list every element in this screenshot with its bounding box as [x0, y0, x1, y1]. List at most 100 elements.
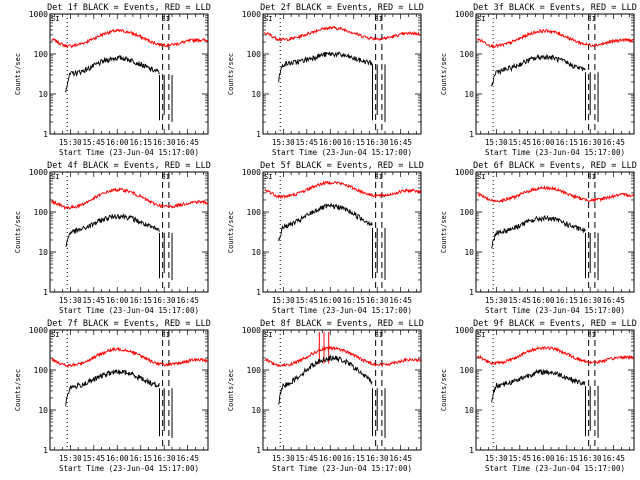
y-tick-label: 100	[460, 50, 475, 59]
lld-series-line	[477, 346, 635, 366]
si-marker-label: SI	[264, 15, 272, 23]
y-axis-label: Counts/sec	[227, 53, 235, 95]
x-tick-label: 16:30	[153, 138, 176, 147]
y-tick-label: 1	[469, 130, 474, 139]
panel-title: Det 2f BLACK = Events, RED = LLD	[260, 3, 424, 13]
x-tick-label: 15:45	[296, 454, 319, 463]
panel-title: Det 4f BLACK = Events, RED = LLD	[47, 161, 211, 171]
x-tick-label: 16:15	[555, 454, 578, 463]
y-tick-label: 1	[469, 446, 474, 455]
y-axis-label: Counts/sec	[440, 211, 448, 253]
plot-frame	[475, 171, 635, 293]
y-tick-label: 10	[251, 406, 261, 415]
lld-series-line	[51, 28, 208, 49]
x-tick-label: 16:45	[602, 454, 625, 463]
y-tick-label: 10	[464, 406, 474, 415]
y-tick-label: 1000	[29, 326, 48, 335]
x-tick-label: 16:15	[129, 138, 152, 147]
x-tick-label: 16:00	[532, 138, 555, 147]
si-marker-label: SI	[588, 331, 596, 339]
x-tick-label: 16:30	[579, 296, 602, 305]
x-tick-label: 16:00	[319, 296, 342, 305]
panel-title: Det 5f BLACK = Events, RED = LLD	[260, 161, 424, 171]
panel-title: Det 7f BLACK = Events, RED = LLD	[47, 319, 211, 329]
si-marker-label: SI	[375, 173, 383, 181]
si-marker-label: SI	[264, 331, 272, 339]
x-axis-label: Start Time (23-Jun-04 15:17:00)	[59, 148, 199, 157]
events-series-line	[65, 54, 160, 93]
si-marker-label: SI	[162, 15, 170, 23]
x-tick-label: 16:00	[106, 138, 129, 147]
lld-series-line	[477, 185, 635, 204]
y-tick-label: 1	[469, 288, 474, 297]
x-tick-label: 16:15	[129, 296, 152, 305]
x-tick-label: 15:45	[83, 454, 106, 463]
events-series-line	[278, 51, 373, 82]
events-series-line	[491, 53, 586, 87]
x-tick-label: 15:30	[485, 138, 508, 147]
panel-title: Det 9f BLACK = Events, RED = LLD	[473, 319, 637, 329]
y-tick-label: 10	[251, 90, 261, 99]
y-tick-label: 10	[464, 248, 474, 257]
x-tick-label: 16:45	[176, 454, 199, 463]
x-tick-label: 16:15	[342, 138, 365, 147]
y-tick-label: 1000	[242, 10, 261, 19]
x-tick-label: 15:30	[272, 454, 295, 463]
y-tick-label: 100	[247, 366, 262, 375]
panel-title: Det 1f BLACK = Events, RED = LLD	[47, 3, 211, 13]
x-tick-label: 15:30	[59, 454, 82, 463]
y-axis-label: Counts/sec	[227, 369, 235, 411]
events-series-line	[491, 214, 586, 249]
plot-frame	[262, 13, 422, 135]
x-axis-label: Start Time (23-Jun-04 15:17:00)	[485, 148, 625, 157]
x-tick-label: 15:45	[83, 296, 106, 305]
y-tick-label: 10	[251, 248, 261, 257]
y-tick-label: 10	[38, 406, 48, 415]
x-tick-label: 16:45	[389, 454, 412, 463]
si-marker-label: SI	[162, 173, 170, 181]
x-axis-label: Start Time (23-Jun-04 15:17:00)	[485, 464, 625, 473]
x-tick-label: 15:45	[509, 138, 532, 147]
y-tick-label: 100	[34, 50, 49, 59]
x-tick-label: 16:00	[106, 454, 129, 463]
y-tick-label: 1000	[29, 168, 48, 177]
x-tick-label: 15:45	[296, 296, 319, 305]
x-tick-label: 16:15	[555, 296, 578, 305]
x-tick-label: 16:45	[389, 138, 412, 147]
y-tick-label: 10	[38, 90, 48, 99]
si-marker-label: SI	[162, 331, 170, 339]
lld-series-line	[264, 345, 422, 368]
y-tick-label: 100	[34, 208, 49, 217]
x-tick-label: 16:45	[602, 296, 625, 305]
x-axis-label: Start Time (23-Jun-04 15:17:00)	[272, 148, 412, 157]
x-axis-label: Start Time (23-Jun-04 15:17:00)	[272, 464, 412, 473]
y-tick-label: 100	[34, 366, 49, 375]
lld-series-line	[51, 346, 208, 369]
y-tick-label: 1000	[242, 168, 261, 177]
x-tick-label: 16:30	[366, 296, 389, 305]
x-tick-label: 16:15	[342, 454, 365, 463]
x-tick-label: 16:00	[532, 296, 555, 305]
x-tick-label: 15:30	[485, 296, 508, 305]
x-tick-label: 16:30	[579, 138, 602, 147]
x-tick-label: 15:30	[59, 138, 82, 147]
y-tick-label: 100	[460, 208, 475, 217]
si-marker-label: SI	[477, 331, 485, 339]
x-tick-label: 16:00	[106, 296, 129, 305]
y-tick-label: 10	[464, 90, 474, 99]
y-tick-label: 1	[43, 446, 48, 455]
y-axis-label: Counts/sec	[440, 369, 448, 411]
y-tick-label: 100	[247, 208, 262, 217]
plot-frame	[475, 329, 635, 451]
y-tick-label: 1000	[455, 168, 474, 177]
y-tick-label: 10	[38, 248, 48, 257]
x-tick-label: 15:30	[485, 454, 508, 463]
events-series-line	[491, 368, 586, 403]
